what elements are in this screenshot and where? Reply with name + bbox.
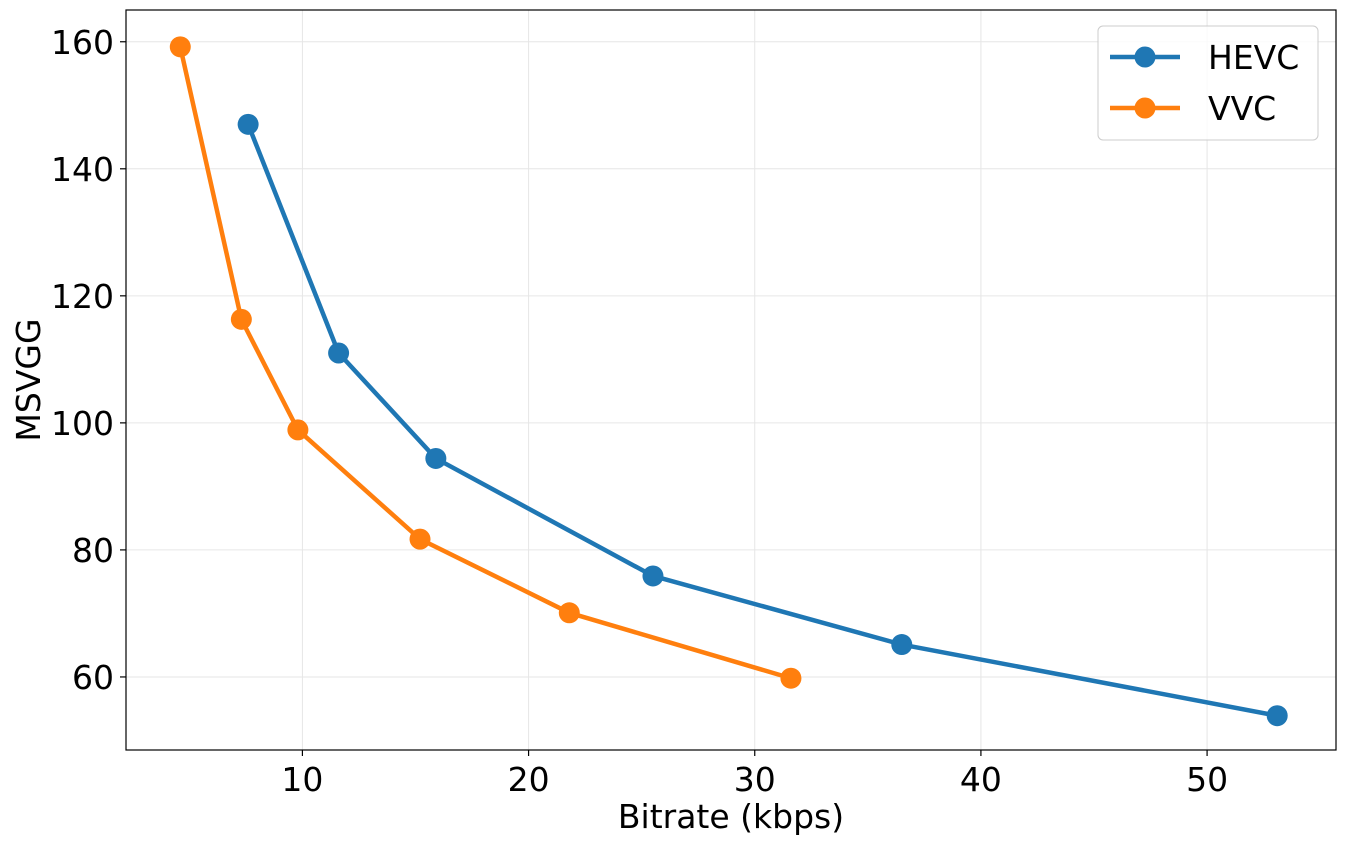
- y-tick-label: 100: [51, 404, 114, 443]
- legend-marker: [1134, 97, 1156, 119]
- y-axis-label: MSVGG: [9, 318, 48, 441]
- data-point: [237, 113, 259, 135]
- y-tick-label: 140: [51, 150, 114, 189]
- data-point: [891, 634, 913, 656]
- axis-ticks: 10 20 30 40 50 60 80 100 120 140 160: [51, 23, 1228, 799]
- y-tick-label: 120: [51, 277, 114, 316]
- x-tick-label: 10: [281, 760, 323, 799]
- x-tick-label: 50: [1186, 760, 1228, 799]
- grid: [126, 10, 1336, 750]
- legend: HEVC VVC: [1097, 25, 1319, 141]
- x-tick-label: 30: [734, 760, 776, 799]
- series-line: [178, 44, 794, 681]
- legend-item-vvc: VVC: [1110, 89, 1276, 128]
- legend-label: HEVC: [1208, 38, 1299, 77]
- series-line: [245, 122, 1280, 718]
- data-point: [287, 419, 309, 441]
- series-hevc: [237, 113, 1288, 727]
- y-tick-label: 60: [72, 658, 114, 697]
- x-tick-label: 20: [508, 760, 550, 799]
- data-point: [230, 308, 252, 330]
- data-point: [780, 667, 802, 689]
- y-tick-label: 160: [51, 23, 114, 62]
- data-point: [558, 602, 580, 624]
- series-vvc: [169, 36, 802, 689]
- legend-label: VVC: [1208, 89, 1276, 128]
- data-point: [328, 342, 350, 364]
- legend-marker: [1134, 46, 1156, 68]
- data-point: [169, 36, 191, 58]
- data-point: [409, 528, 431, 550]
- legend-item-hevc: HEVC: [1110, 38, 1299, 77]
- x-tick-label: 40: [960, 760, 1002, 799]
- series: [169, 36, 1288, 727]
- data-point: [642, 565, 664, 587]
- data-point: [425, 447, 447, 469]
- y-tick-label: 80: [72, 531, 114, 570]
- x-axis-label: Bitrate (kbps): [618, 797, 844, 836]
- data-point: [1266, 705, 1288, 727]
- plot-area-frame: [125, 9, 1337, 751]
